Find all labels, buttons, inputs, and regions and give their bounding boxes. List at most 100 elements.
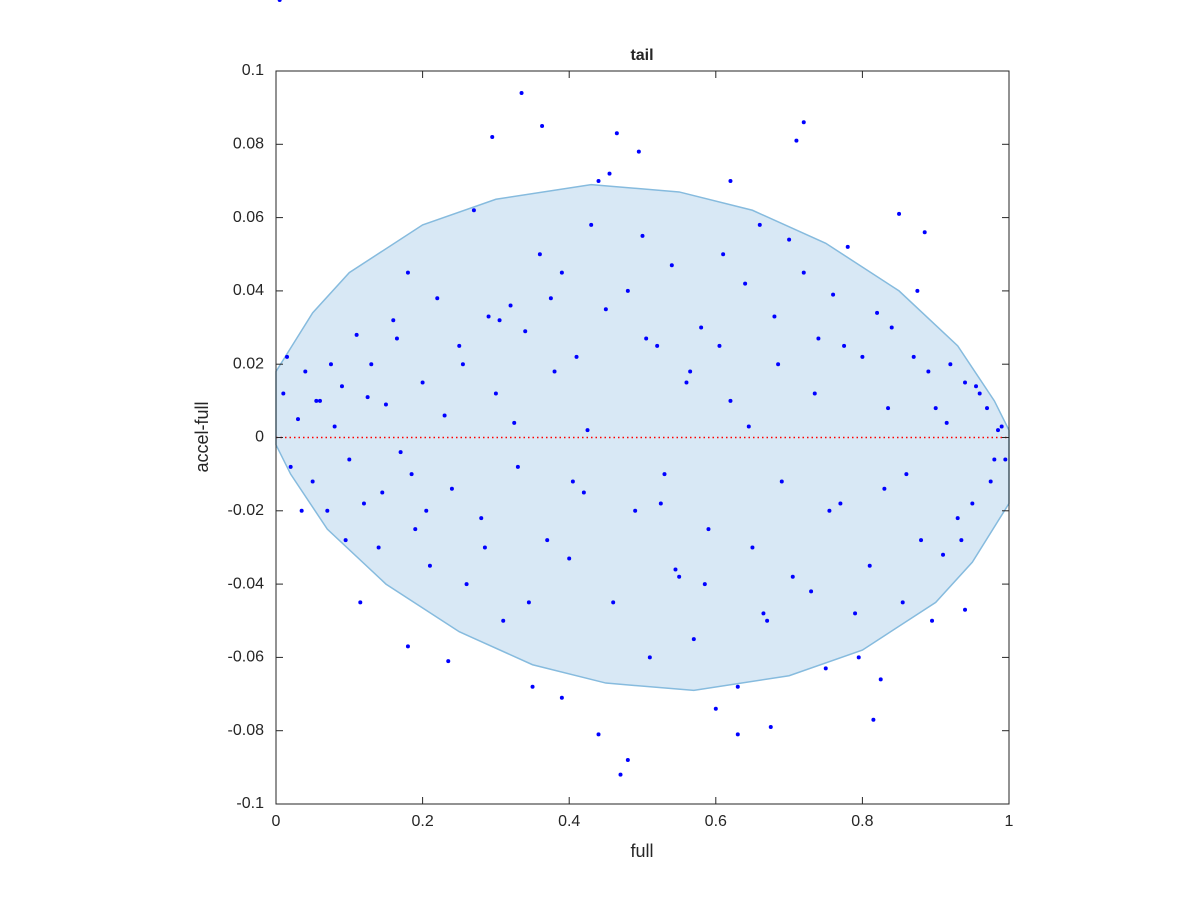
point <box>581 490 586 495</box>
point <box>519 90 524 95</box>
point <box>540 123 545 128</box>
point <box>809 589 814 594</box>
point <box>823 666 828 671</box>
point <box>691 637 696 642</box>
point <box>801 270 806 275</box>
x-tick-label: 0.4 <box>558 813 580 830</box>
point <box>867 563 872 568</box>
y-tick-label: -0.04 <box>228 575 265 592</box>
point <box>787 237 792 242</box>
point <box>427 563 432 568</box>
x-tick-label: 0.6 <box>705 813 727 830</box>
point <box>677 574 682 579</box>
point <box>812 391 817 396</box>
point <box>706 527 711 532</box>
point <box>933 406 938 411</box>
point <box>776 362 781 367</box>
point <box>721 252 726 257</box>
point <box>856 655 861 660</box>
point <box>768 725 773 730</box>
point <box>963 380 968 385</box>
y-tick-label: 0.02 <box>233 355 264 372</box>
point <box>919 538 924 543</box>
point <box>886 406 891 411</box>
point <box>394 336 399 341</box>
point <box>607 171 612 176</box>
point <box>875 310 880 315</box>
point <box>702 582 707 587</box>
point <box>295 417 300 422</box>
point <box>288 464 293 469</box>
point <box>794 138 799 143</box>
point <box>911 354 916 359</box>
point <box>354 332 359 337</box>
point <box>457 343 462 348</box>
point <box>471 208 476 213</box>
point <box>603 307 608 312</box>
point <box>548 296 553 301</box>
point <box>765 618 770 623</box>
point <box>860 354 865 359</box>
point <box>515 464 520 469</box>
point <box>897 211 902 216</box>
point <box>442 413 447 418</box>
point <box>376 545 381 550</box>
point <box>878 677 883 682</box>
y-tick-label: 0.06 <box>233 209 264 226</box>
point <box>658 501 663 506</box>
point <box>490 134 495 139</box>
point <box>926 369 931 374</box>
x-axis-label: full <box>630 841 653 861</box>
point <box>361 501 366 506</box>
point <box>325 508 330 513</box>
point <box>944 420 949 425</box>
point <box>717 343 722 348</box>
x-tick-label: 0.2 <box>411 813 433 830</box>
point <box>358 600 363 605</box>
point <box>948 362 953 367</box>
point <box>996 428 1001 433</box>
y-tick-label: 0 <box>255 429 264 446</box>
point <box>963 607 968 612</box>
chart-title: tail <box>630 47 653 64</box>
point <box>328 362 333 367</box>
point <box>482 545 487 550</box>
point <box>303 369 308 374</box>
point <box>497 318 502 323</box>
point <box>493 391 498 396</box>
point <box>816 336 821 341</box>
point <box>900 600 905 605</box>
y-tick-label: 0.08 <box>233 136 264 153</box>
point <box>772 314 777 319</box>
point <box>369 362 374 367</box>
point <box>405 644 410 649</box>
y-tick-label: -0.06 <box>228 649 265 666</box>
x-tick-label: 0 <box>272 813 281 830</box>
point <box>508 303 513 308</box>
point <box>985 406 990 411</box>
point <box>735 684 740 689</box>
point <box>688 369 693 374</box>
point <box>779 479 784 484</box>
y-tick-label: -0.08 <box>228 722 265 739</box>
point <box>930 618 935 623</box>
point <box>277 0 282 2</box>
point <box>750 545 755 550</box>
point <box>831 292 836 297</box>
point <box>647 655 652 660</box>
point <box>570 479 575 484</box>
point <box>871 717 876 722</box>
point <box>922 230 927 235</box>
point <box>314 398 319 403</box>
point <box>684 380 689 385</box>
point <box>552 369 557 374</box>
point <box>761 611 766 616</box>
point <box>633 508 638 513</box>
y-tick-label: -0.1 <box>236 795 264 812</box>
point <box>391 318 396 323</box>
point <box>713 706 718 711</box>
point <box>486 314 491 319</box>
point <box>424 508 429 513</box>
point <box>728 178 733 183</box>
point <box>662 472 667 477</box>
